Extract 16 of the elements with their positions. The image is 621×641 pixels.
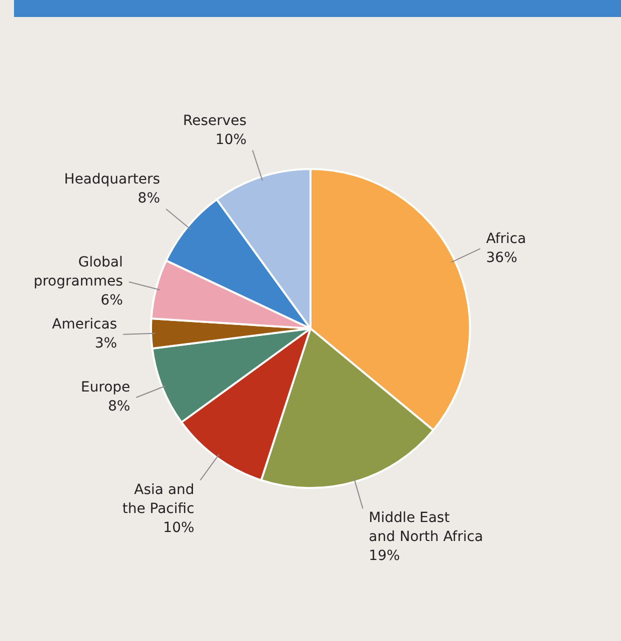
data-label: 3%	[94, 336, 118, 352]
data-label: 8%	[108, 398, 130, 415]
data-label: 36%	[486, 250, 518, 266]
data-label: 8%	[138, 190, 160, 207]
data-label: 10%	[163, 520, 194, 536]
slice-label: Headquarters	[64, 172, 160, 188]
slice-label: Reserves	[182, 112, 247, 129]
data-label: 10%	[215, 132, 247, 148]
slice-label: Americas	[52, 316, 118, 333]
slice-label: Asia and the Pacific	[122, 482, 194, 517]
slice-label: Middle East and North Africa	[368, 510, 484, 546]
slice-label: Europe	[80, 380, 130, 396]
data-label: 6%	[100, 292, 123, 309]
slice-label: Global programmes	[34, 254, 123, 290]
data-label: 19%	[368, 548, 400, 564]
slice-label: Africa	[486, 230, 526, 247]
